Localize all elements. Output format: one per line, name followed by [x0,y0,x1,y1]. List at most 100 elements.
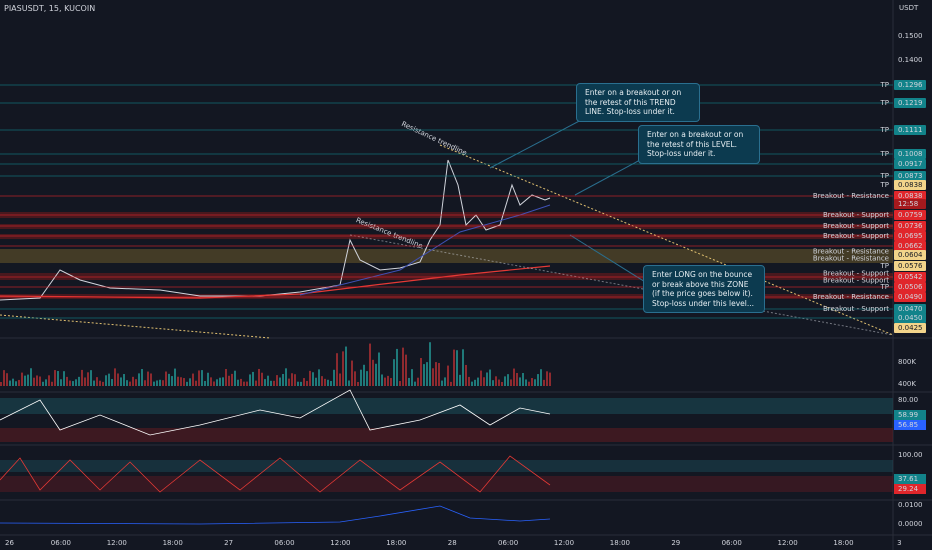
volume-bar [90,370,92,386]
price-label: 0.0736 [898,222,923,230]
volume-bar [72,381,74,386]
price-tag [894,199,926,209]
price-label: 0.0917 [898,160,923,168]
price-tag [894,272,926,282]
volume-bar [396,348,398,386]
level-tag: Breakout - Support [823,222,889,230]
volume-bar [255,380,257,386]
symbol: PIASUSDT, 15, KUCOIN [4,4,96,13]
volume-bar [315,377,317,386]
volume-bar [498,379,500,386]
time-label: 12:00 [778,539,798,547]
macd-label: 0.0000 [898,520,923,528]
volume-bar [195,380,197,386]
volume-bar [519,377,521,386]
note: Enter on a breakout or on the retest of … [638,125,760,164]
volume-bar [462,349,464,386]
volume-bar [24,375,26,386]
zone [0,249,893,263]
volume-bar [15,381,17,386]
volume-bar [504,376,506,386]
volume-bar [282,374,284,386]
time-label: 27 [224,539,233,547]
volume-bar [435,362,437,386]
volume-bar [180,377,182,386]
volume-bar [114,368,116,386]
volume-bar [168,373,170,386]
arrow [489,117,586,169]
volume-bar [36,375,38,386]
time-label: 06:00 [274,539,294,547]
level-tag: TP [880,181,890,189]
volume-bar [327,379,329,386]
currency: USDT [899,4,919,12]
volume-bar [270,380,272,386]
volume-bar [411,369,413,386]
volume-bar [369,343,371,386]
volume-bar [42,381,44,386]
volume-bar [0,382,2,386]
volume-bar [48,375,50,386]
level-tag: Breakout - Support [823,211,889,219]
price-label: 0.0425 [898,324,923,332]
price-label: 0.0470 [898,305,923,313]
volume-bar [276,375,278,386]
level-tag: Breakout - Resistance [813,293,889,301]
volume-bar [204,380,206,386]
price-tag [894,241,926,251]
price-tag [894,313,926,323]
volume-bar [453,349,455,386]
volume-bar [384,377,386,386]
macd-label: 0.0100 [898,501,923,509]
volume-bar [78,376,80,386]
axis-tag [894,420,926,430]
price-label: 12:58 [898,200,918,208]
price-tag [894,191,926,201]
volume-bar [393,359,395,386]
volume-bar [507,374,509,386]
price-label: 0.1219 [898,99,923,107]
rsi-line [0,389,551,436]
volume-bar [279,377,281,386]
volume-bar [66,376,68,386]
price-tag [894,171,926,181]
volume-bar [156,380,158,386]
level-tag: TP [880,283,890,291]
stoch-band [0,460,893,472]
volume-bar [249,374,251,386]
volume-bar [486,372,488,386]
price-tag [894,231,926,241]
volume-bar [540,369,542,386]
volume-bar [366,371,368,386]
volume-bar [129,381,131,386]
price-label: 0.0450 [898,314,923,322]
price-tag [894,250,926,260]
stoch-band [0,476,893,492]
price-tag [894,292,926,302]
volume-bar [333,369,335,386]
volume-bar [495,376,497,386]
volume-bar [243,381,245,386]
level-tag: Breakout - Support [823,232,889,240]
volume-bar [312,372,314,386]
volume-bar [171,376,173,386]
volume-bar [54,370,56,386]
price-label: 0.0759 [898,211,923,219]
volume-bar [144,380,146,386]
volume-bar [153,381,155,386]
axis-tag [894,484,926,494]
price-label: 0.0838 [898,192,923,200]
price-label: 0.0838 [898,181,923,189]
volume-bar [546,371,548,386]
time-label: 12:00 [554,539,574,547]
time-label: 18:00 [610,539,630,547]
arrow [574,159,641,196]
volume-bar [159,379,161,386]
time-label: 12:00 [330,539,350,547]
volume-bar [84,377,86,386]
volume-bar [81,369,83,386]
volume-bar [399,381,401,386]
volume-bar [441,380,443,386]
stoch-label: 100.00 [898,451,923,459]
